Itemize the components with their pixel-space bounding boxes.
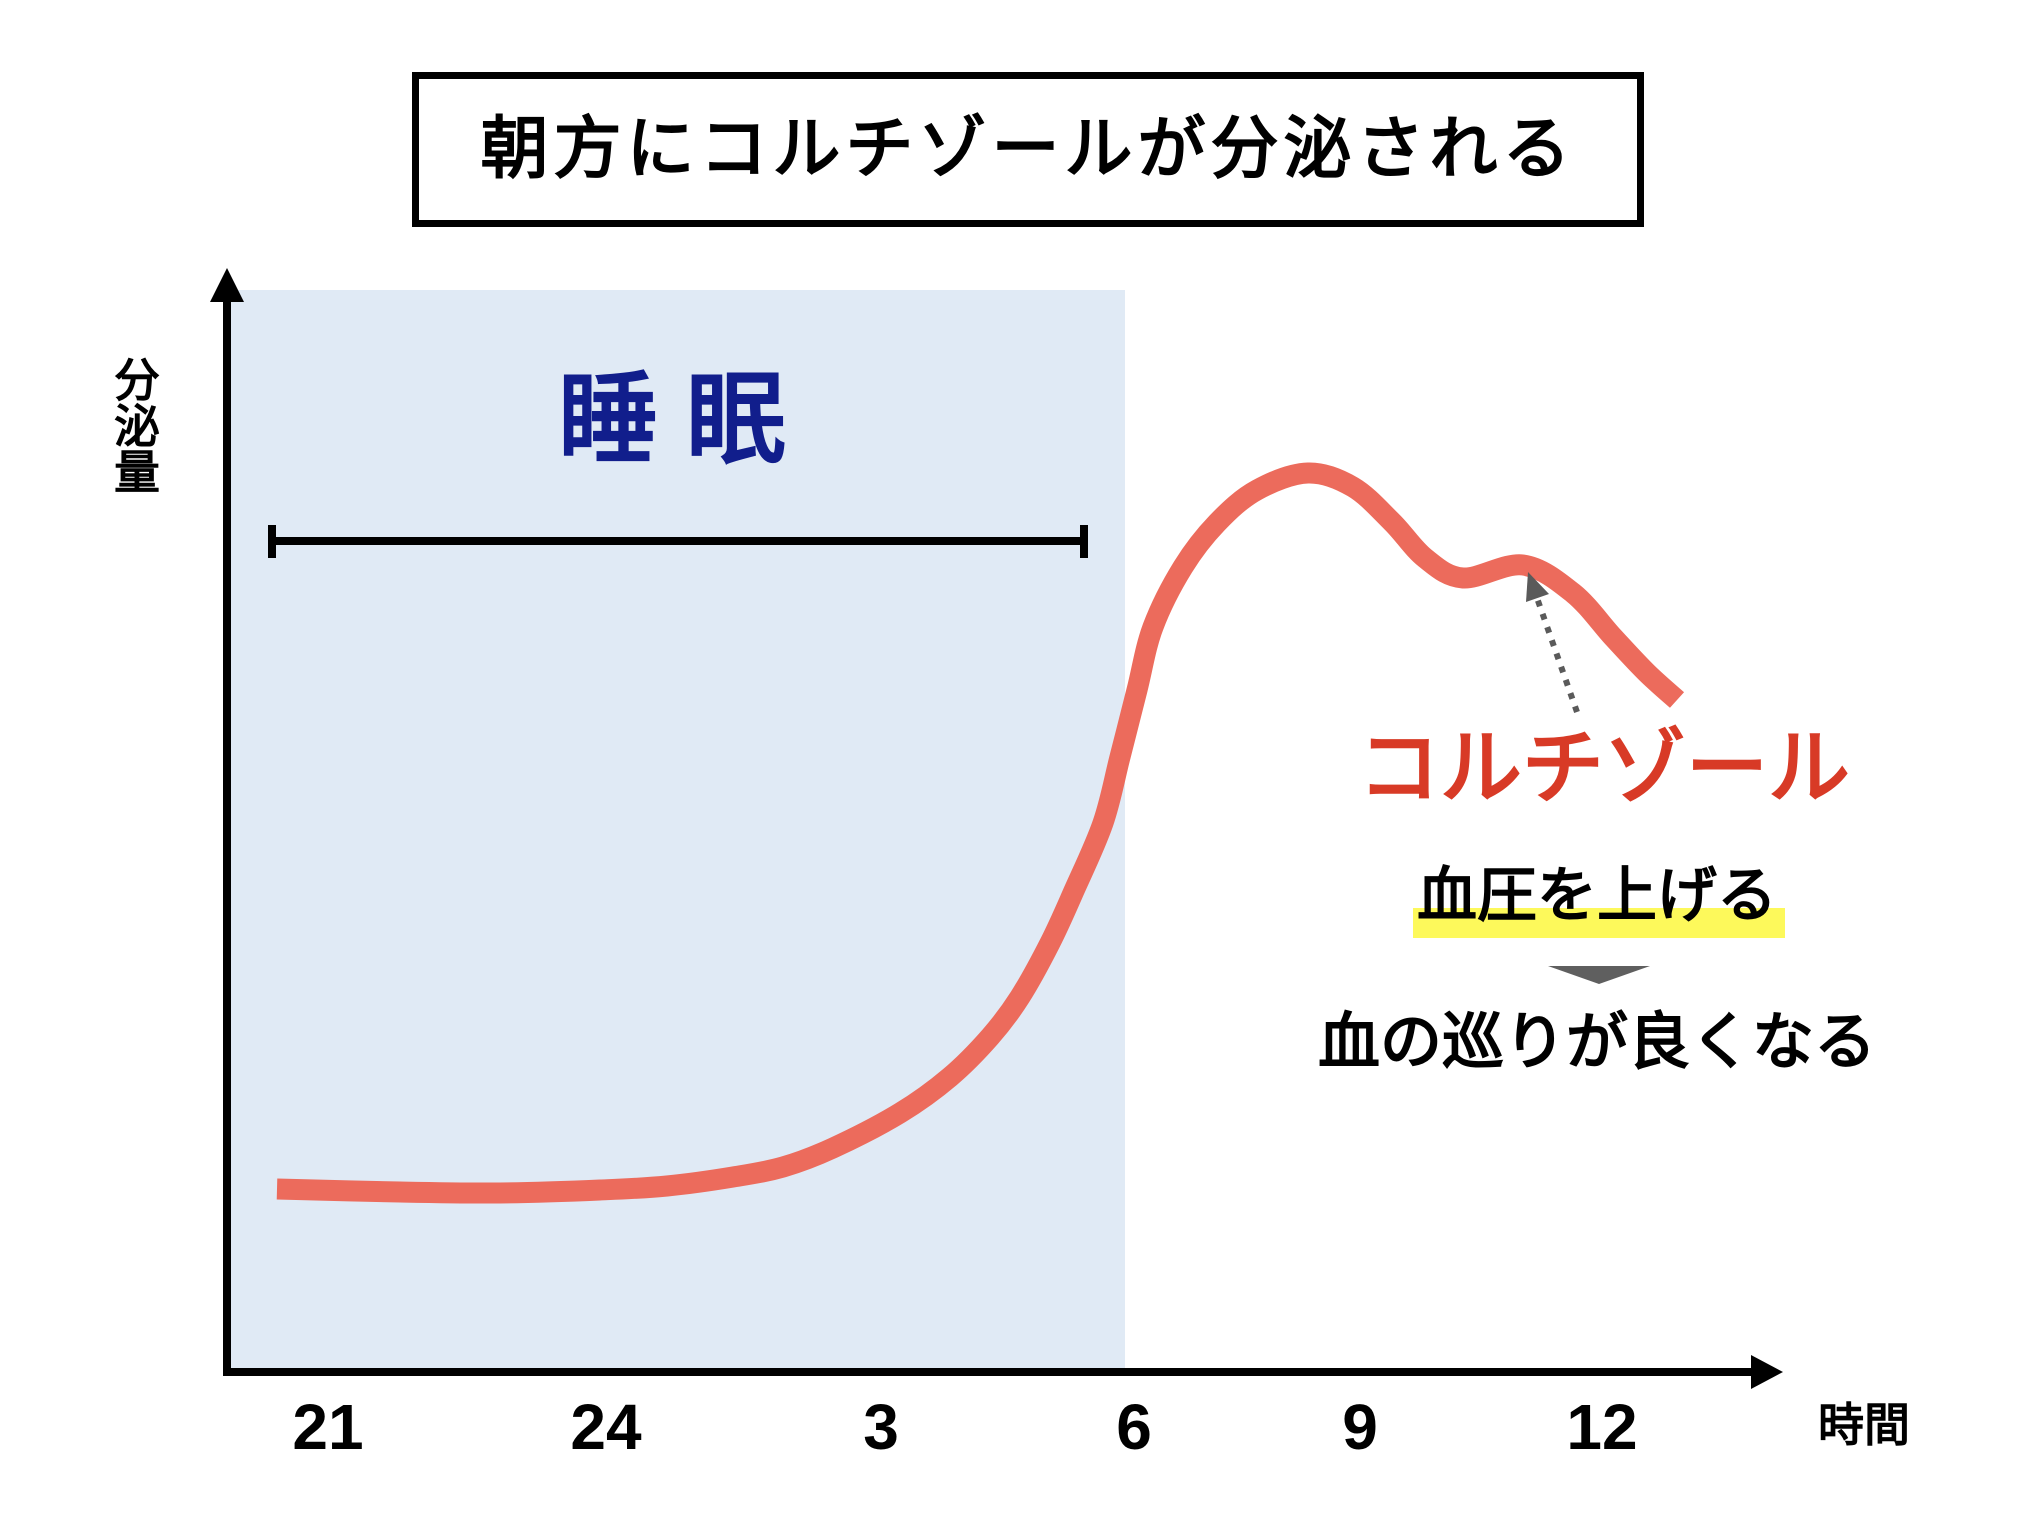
cortisol-label: コルチゾール bbox=[1357, 721, 1851, 816]
pointer-arrowhead-icon bbox=[1526, 572, 1549, 602]
down-triangle-icon bbox=[1548, 966, 1650, 984]
x-axis-label: 時間 bbox=[1818, 1398, 1910, 1452]
y-axis-label: 分泌量 bbox=[107, 356, 161, 494]
x-tick-label: 6 bbox=[1116, 1391, 1152, 1463]
sleep-duration-bracket bbox=[268, 525, 1088, 558]
text-highlight-marker bbox=[1413, 908, 1785, 938]
x-tick-label: 21 bbox=[292, 1391, 364, 1463]
effect-improve-circulation: 血の巡りが良くなる bbox=[1317, 1005, 1877, 1078]
x-axis-arrow-icon bbox=[1751, 1355, 1783, 1389]
x-tick-label: 12 bbox=[1566, 1391, 1638, 1463]
title-box: 朝方にコルチゾールが分泌される bbox=[412, 72, 1644, 227]
effect-raise-blood-pressure: 血圧を上げる bbox=[1417, 861, 1777, 931]
chart-title: 朝方にコルチゾールが分泌される bbox=[480, 109, 1576, 189]
sleep-label: 睡眠 bbox=[558, 361, 814, 478]
y-axis-arrow-icon bbox=[210, 268, 244, 302]
dotted-pointer-arrow bbox=[1526, 572, 1580, 713]
x-tick-label: 3 bbox=[863, 1391, 899, 1463]
x-tick-label: 9 bbox=[1342, 1391, 1378, 1463]
x-tick-label: 24 bbox=[570, 1391, 642, 1463]
cortisol-curve bbox=[276, 462, 1685, 1204]
